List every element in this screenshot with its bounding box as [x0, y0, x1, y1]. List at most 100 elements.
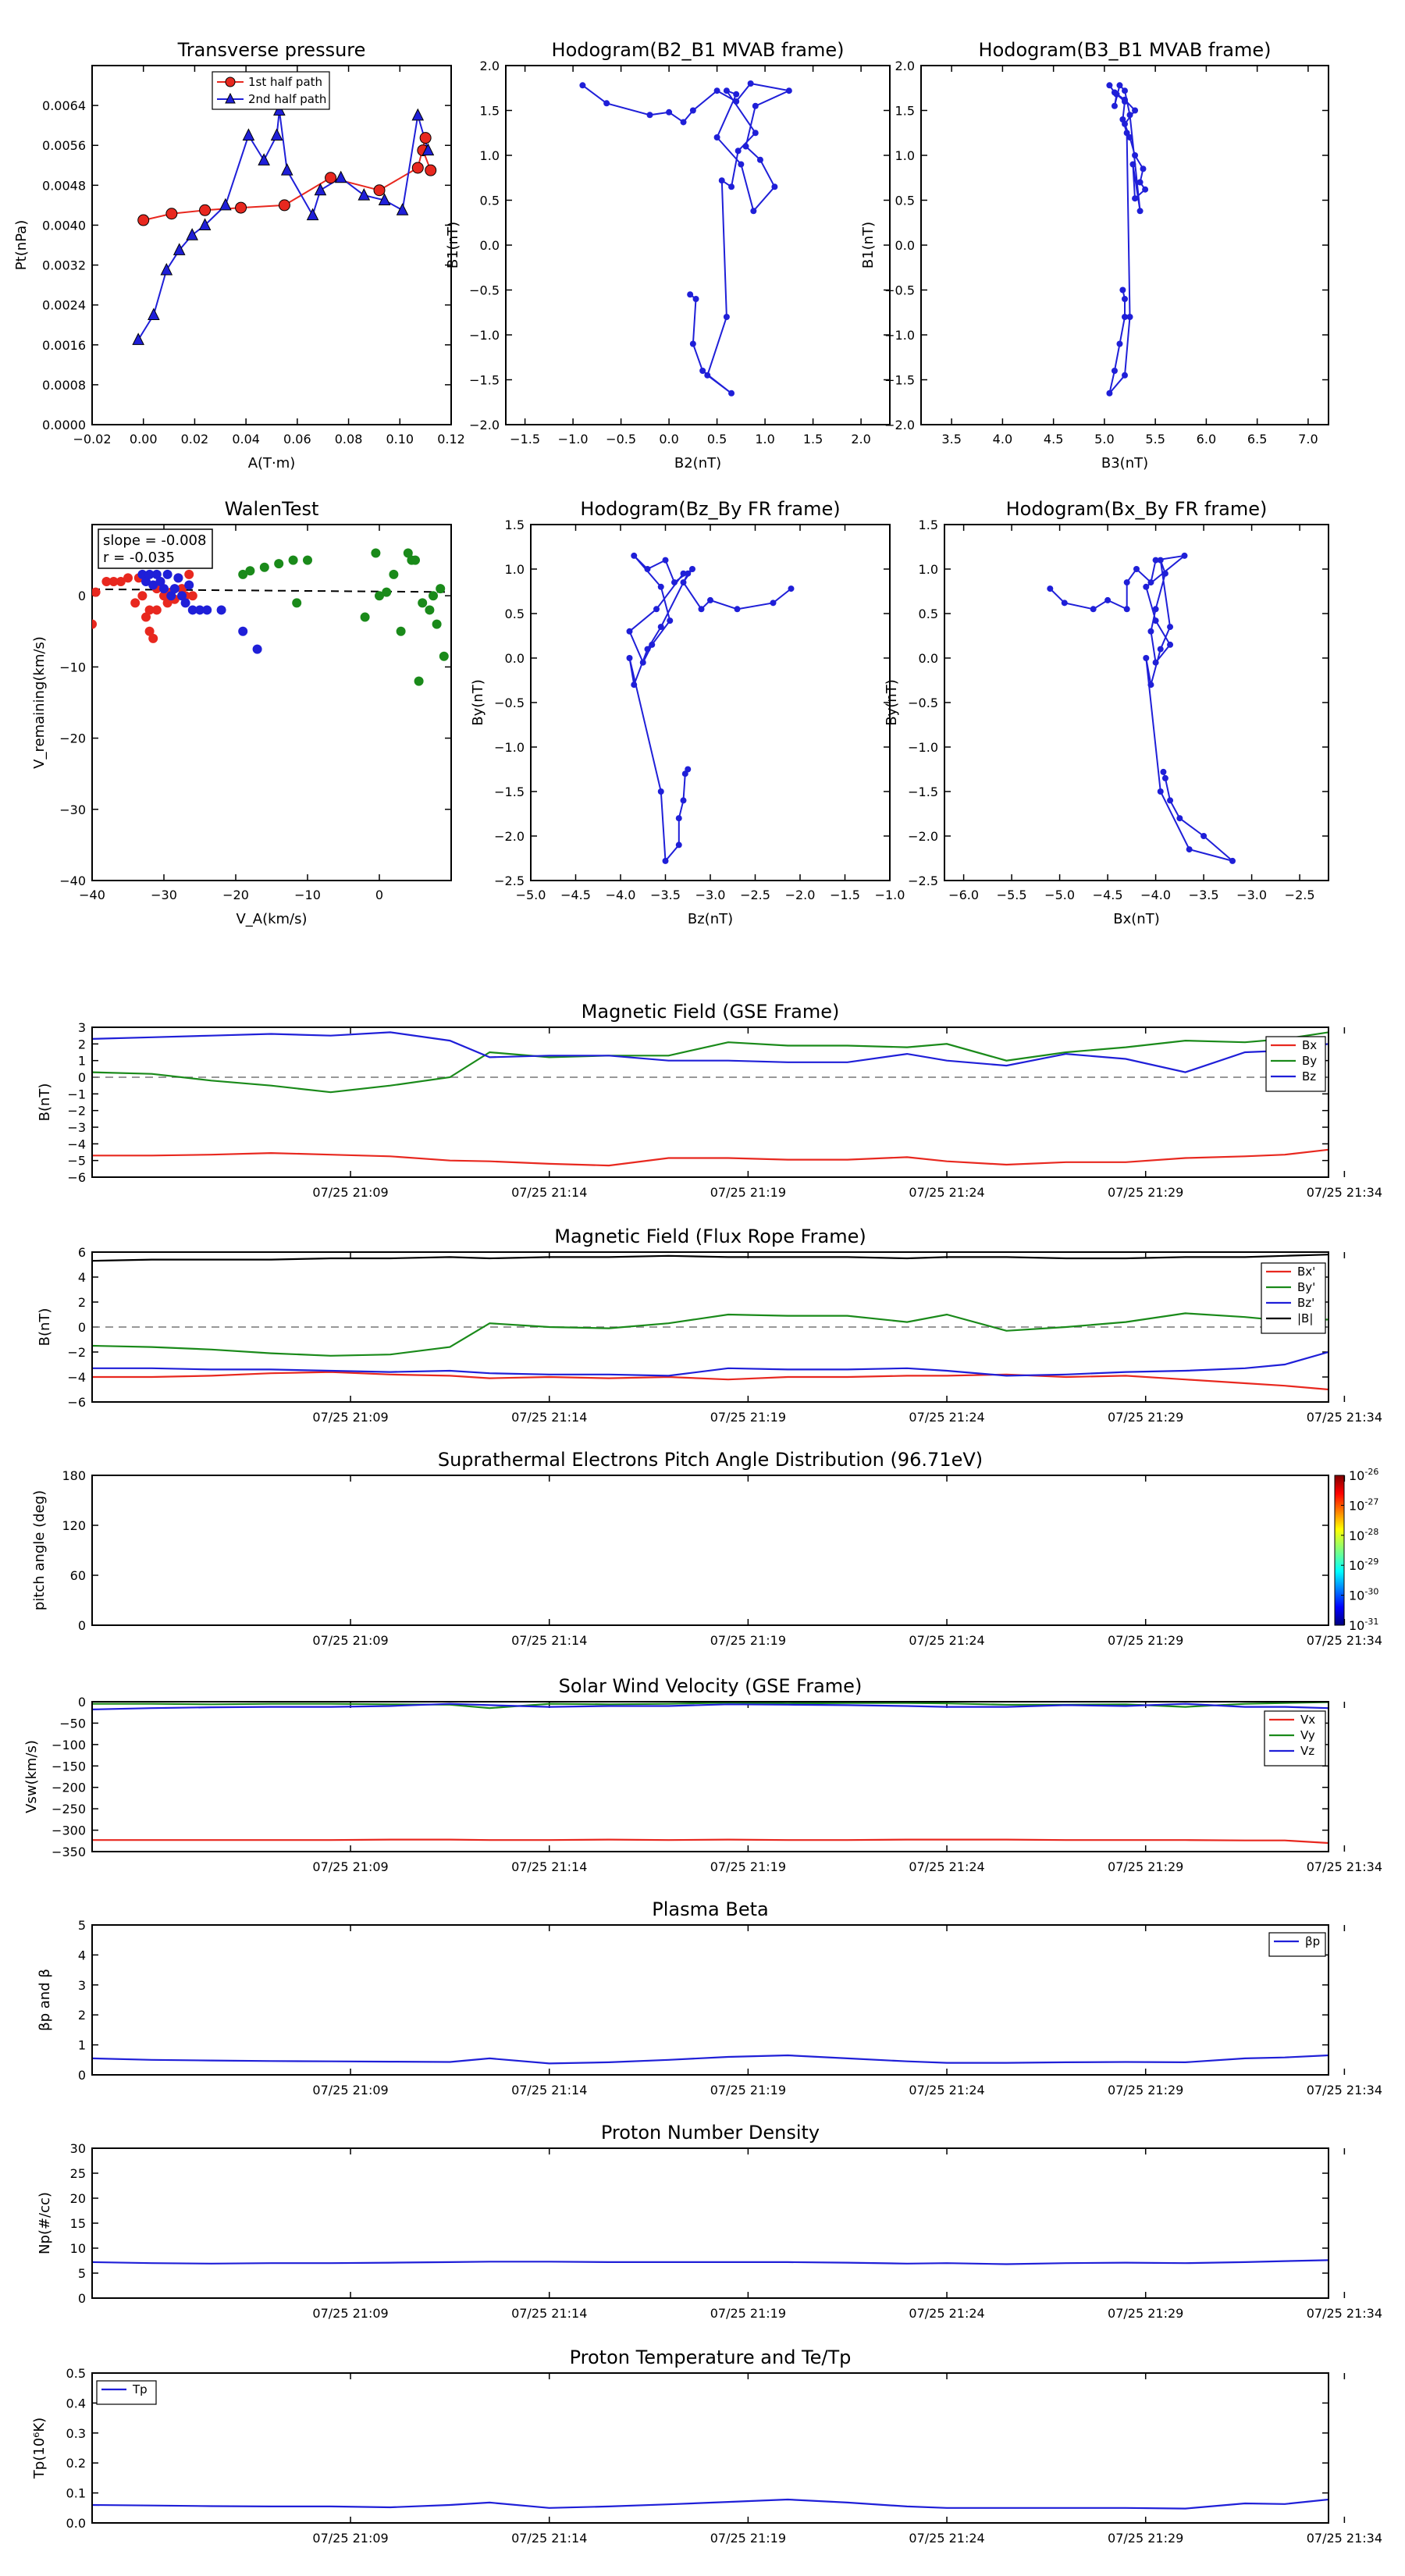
data-point [1047, 585, 1054, 592]
legend-box [96, 2380, 157, 2405]
x-tick-label: 6.0 [1197, 432, 1216, 447]
y-axis-label: Np(#/cc) [37, 2192, 53, 2254]
plot-frame [91, 1251, 1329, 1403]
x-tick-label: 0.02 [181, 432, 209, 447]
y-tick-label: 0.5 [480, 194, 500, 208]
y-tick-label: 1 [78, 2038, 86, 2053]
data-point [1152, 617, 1159, 624]
data-point [680, 797, 687, 804]
y-tick-label: −0.5 [908, 696, 938, 710]
y-tick-label: −20 [59, 731, 86, 746]
data-point-blue [195, 605, 205, 615]
panel-title: Transverse pressure [177, 39, 366, 61]
y-tick-label: 1.5 [919, 518, 938, 532]
data-point [1167, 797, 1174, 804]
y-tick-label: −1.0 [494, 740, 525, 755]
y-tick-label: −2 [67, 1345, 86, 1360]
x-axis-label: B2(nT) [674, 455, 721, 471]
x-axis-label: Bx(nT) [1113, 911, 1159, 927]
data-point-green [436, 584, 446, 594]
data-point [644, 566, 651, 572]
legend: βp [1268, 1932, 1326, 1957]
data-point [788, 585, 795, 592]
x-tick-label: −3.0 [1236, 888, 1267, 902]
y-tick-label: 0 [78, 1070, 86, 1085]
data-point-first-half [278, 199, 290, 212]
panel-title: WalenTest [225, 498, 319, 520]
data-point [646, 112, 653, 119]
data-point [662, 557, 669, 564]
colorbar-tick-base: 10 [1349, 1558, 1364, 1573]
y-tick-label: 20 [70, 2191, 86, 2206]
y-tick-label: 0.0048 [42, 178, 86, 193]
mag_gse-lines [92, 1031, 1329, 1167]
time-tick-label: 07/25 21:29 [1108, 1859, 1183, 1874]
panel-title: Proton Number Density [601, 2122, 820, 2144]
y-tick-label: 0 [78, 1618, 86, 1633]
data-point-green [411, 555, 420, 565]
y-tick-label: −300 [52, 1823, 86, 1838]
y-tick-label: 2.0 [895, 59, 915, 73]
walen-data [92, 548, 451, 686]
annotation-box [98, 528, 213, 569]
data-point [1140, 165, 1147, 173]
time-tick-label: 07/25 21:09 [312, 2306, 388, 2321]
hodogram-path [582, 82, 792, 394]
series-line-3 [92, 1254, 1329, 1262]
time-tick-label: 07/25 21:34 [1307, 2083, 1382, 2097]
x-tick-label: −5.5 [997, 888, 1027, 902]
data-point-green [288, 555, 298, 565]
y-tick-label: −2.0 [884, 418, 915, 432]
series-line-0 [92, 2498, 1329, 2510]
y-tick-label: −1.0 [469, 328, 500, 343]
panel-mag_fr: Magnetic Field (Flux Rope Frame) B(nT) 07/… [37, 1226, 1382, 1425]
y-tick-label: 0.5 [895, 194, 915, 208]
series-line-1 [92, 1312, 1329, 1357]
data-point-blue [137, 569, 148, 579]
legend-marker-first [225, 76, 236, 87]
data-point-blue [148, 580, 158, 590]
data-point-second-half [132, 333, 144, 345]
y-tick-label: −2.0 [908, 829, 938, 844]
y-tick-label: −250 [52, 1802, 86, 1816]
legend-marker-second [225, 92, 236, 104]
data-point-green [414, 676, 424, 686]
data-point-second-half [219, 197, 232, 211]
panel-title: Hodogram(Bx_By FR frame) [1006, 498, 1268, 520]
data-point [1186, 846, 1193, 853]
colorbar-tick-label: 10-29 [1349, 1557, 1378, 1573]
data-point [1229, 857, 1236, 864]
data-point [692, 296, 699, 302]
y-tick-label: 1.0 [895, 148, 915, 163]
data-point [785, 87, 792, 94]
data-point [1132, 195, 1139, 202]
data-point [675, 815, 682, 822]
data-point [1152, 659, 1159, 666]
data-point [1152, 606, 1159, 613]
data-point [689, 340, 696, 347]
time-tick-label: 07/25 21:09 [312, 1633, 388, 1648]
data-point-second-half [258, 153, 270, 165]
panel-pitch_angle: Suprathermal Electrons Pitch Angle Distr… [31, 1449, 1382, 1648]
colorbar-bar [1334, 1475, 1345, 1626]
y-tick-label: −2.5 [908, 873, 938, 888]
data-point-second-half [334, 170, 347, 183]
legend: Tp [96, 2380, 157, 2405]
data-point [653, 606, 660, 613]
legend-label: 1st half path [248, 75, 322, 89]
y-tick-label: 0.5 [66, 2366, 86, 2381]
data-point-blue [180, 598, 190, 608]
legend-box [1261, 1262, 1326, 1334]
data-point-red [116, 576, 126, 586]
time-tick-label: 07/25 21:19 [710, 1410, 786, 1425]
panel-title: Hodogram(Bz_By FR frame) [580, 498, 840, 520]
data-point [1106, 82, 1113, 89]
data-point-second-half [422, 143, 435, 156]
data-point-blue [177, 591, 187, 601]
x-tick-label: 0.04 [232, 432, 260, 447]
time-tick-label: 07/25 21:29 [1108, 1410, 1183, 1425]
y-tick-label: 4 [78, 1270, 86, 1285]
